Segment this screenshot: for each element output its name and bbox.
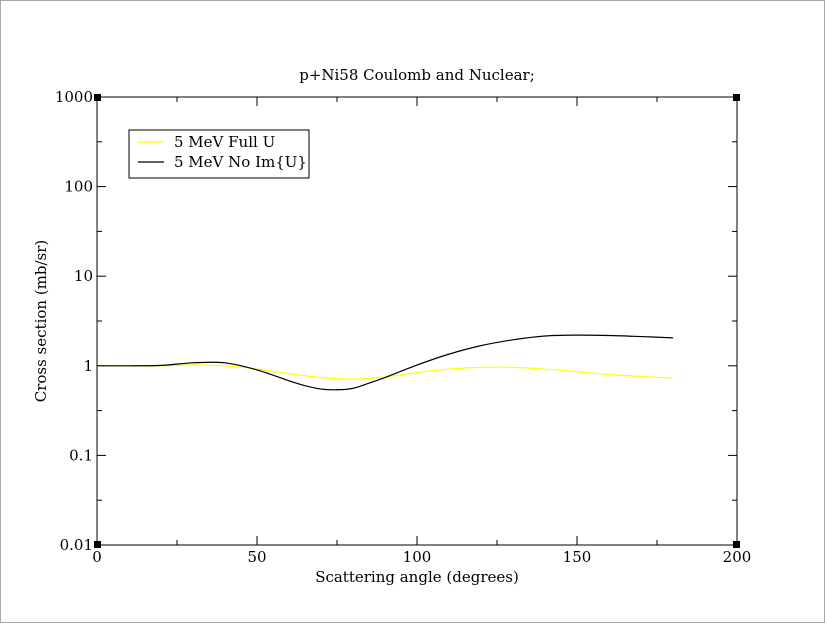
corner-marker-bottom-left [94,541,101,548]
y-tick-label: 0.01 [60,536,93,554]
x-tick-label: 150 [563,548,592,566]
y-tick-label: 1 [83,357,93,375]
legend-label-full-u: 5 MeV Full U [174,133,275,151]
y-axis-ticks: 0.01 0.1 1 10 100 1000 [55,88,737,554]
y-tick-label: 1000 [55,88,93,106]
x-tick-label: 50 [247,548,266,566]
x-tick-label: 200 [723,548,752,566]
x-tick-label: 0 [92,548,102,566]
chart-title: p+Ni58 Coulomb and Nuclear; [299,66,535,84]
legend-label-no-im-u: 5 MeV No Im{U} [174,153,307,171]
legend-box [128,129,310,179]
x-axis-label: Scattering angle (degrees) [315,568,519,586]
y-tick-label: 10 [74,267,93,285]
y-tick-label: 0.1 [69,446,93,464]
corner-marker-top-right [733,94,740,101]
y-axis-label: Cross section (mb/sr) [32,240,50,403]
x-axis-ticks: 0 50 100 150 200 [92,97,751,566]
series-lines [96,334,674,391]
corner-marker-bottom-right [733,541,740,548]
legend: 5 MeV Full U 5 MeV No Im{U} [128,129,310,179]
series-line-no-im-u [96,334,674,391]
corner-marker-top-left [94,94,101,101]
y-tick-label: 100 [64,178,93,196]
x-tick-label: 100 [403,548,432,566]
